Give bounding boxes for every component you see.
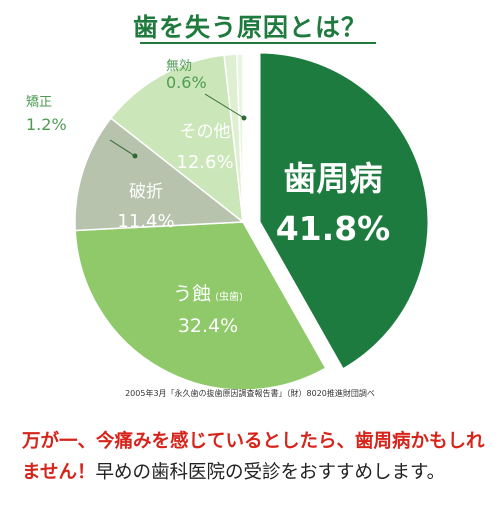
title-underline xyxy=(140,42,376,44)
slice-value-2: 32.4% xyxy=(178,315,238,337)
leader-dot-6 xyxy=(241,115,247,121)
pie-slice-2 xyxy=(74,221,327,391)
leader-line-6 xyxy=(204,93,245,119)
slice-label-3: 破折 xyxy=(129,182,163,202)
chart-title: 歯を失う原因とは？ xyxy=(132,13,367,42)
slice-value-6: 0.6% xyxy=(166,73,207,92)
message-highlight: 万が一、今痛みを感じているとしたら、歯周病かもしれません！ xyxy=(22,431,485,483)
slice-label-4: その他 xyxy=(180,122,231,142)
pie-slice-1 xyxy=(257,50,431,372)
message-rest: 早めの歯科医院の受診をおすすめします。 xyxy=(95,462,446,483)
slice-value-3: 11.4% xyxy=(117,211,174,232)
message-paragraph: 万が一、今痛みを感じているとしたら、歯周病かもしれません！早めの歯科医院の受診を… xyxy=(22,426,492,488)
leader-line-5 xyxy=(109,139,136,157)
slice-value-5: 1.2% xyxy=(26,115,67,134)
slice-value-1: 41.8% xyxy=(276,209,391,248)
pie-slice-3 xyxy=(74,117,246,232)
pie-slice-6 xyxy=(235,53,244,223)
slice-label-6: 無効 xyxy=(166,59,192,74)
slice-label-5: 矯正 xyxy=(26,95,52,110)
slice-value-4: 12.6% xyxy=(176,152,233,173)
source-note: 2005年3月「永久歯の抜歯原因調査報告書」（財）8020推進財団調べ xyxy=(125,389,375,398)
slice-label-1: 歯周病 xyxy=(284,159,383,198)
leader-dot-5 xyxy=(132,153,138,159)
